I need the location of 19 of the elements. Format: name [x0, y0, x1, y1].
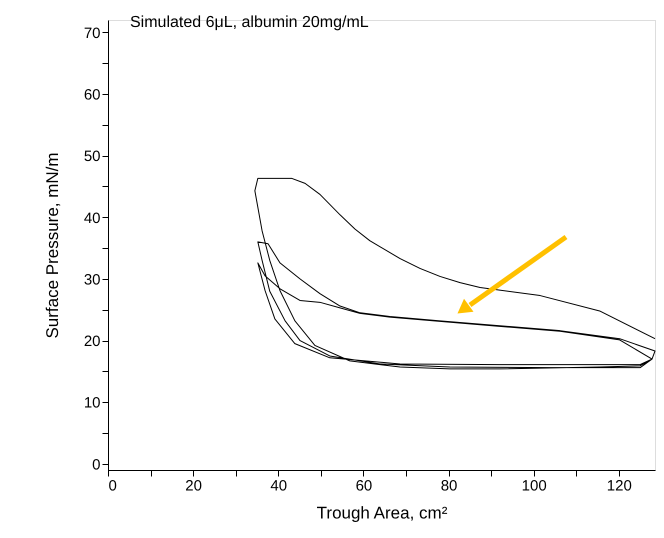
line-series [254, 178, 656, 370]
x-tick-label: 120 [606, 478, 632, 494]
x-axis-title: Trough Area, cm² [316, 504, 448, 522]
x-tick-label: 100 [522, 478, 547, 494]
y-tick-label: 40 [84, 210, 100, 227]
y-tick-label: 10 [84, 394, 100, 412]
y-tick-label: 50 [84, 148, 100, 166]
x-tick-label: 40 [270, 478, 288, 494]
y-tick-label: 0 [92, 456, 100, 474]
y-tick-label: 70 [84, 24, 100, 42]
x-tick-label: 0 [108, 478, 117, 494]
y-axis-title: Surface Pressure, mN/m [42, 152, 62, 339]
chart-title: Simulated 6μL, albumin 20mg/mL [130, 14, 369, 31]
y-tick-label: 30 [84, 271, 100, 288]
x-tick-label: 20 [185, 478, 202, 494]
y-tick-label: 60 [84, 86, 100, 104]
y-tick-label: 20 [84, 333, 100, 350]
x-tick-label: 80 [440, 478, 458, 494]
x-tick-label: 60 [356, 478, 372, 494]
